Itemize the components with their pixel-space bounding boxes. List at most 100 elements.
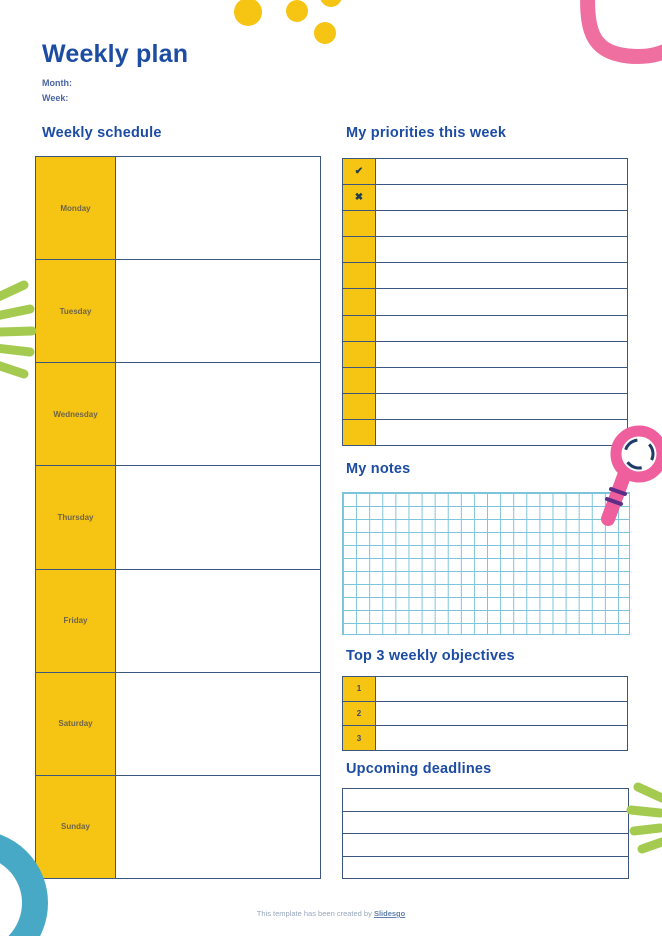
table-row bbox=[343, 341, 627, 368]
table-row bbox=[343, 289, 627, 316]
priority-marker-cell bbox=[343, 341, 376, 367]
priority-marker-cell bbox=[343, 211, 376, 237]
entry-cell bbox=[376, 420, 627, 445]
priority-marker-cell bbox=[343, 367, 376, 393]
day-cell: Monday bbox=[36, 157, 116, 260]
priorities-heading: My priorities this week bbox=[346, 125, 507, 141]
objectives-table: 1 2 3 bbox=[342, 676, 628, 751]
entry-cell bbox=[376, 263, 627, 288]
day-label: Monday bbox=[60, 203, 91, 213]
week-label: Week: bbox=[42, 93, 69, 103]
objective-number-cell: 1 bbox=[343, 677, 376, 701]
table-row bbox=[343, 315, 627, 342]
entry-cell bbox=[343, 834, 628, 856]
table-row bbox=[343, 857, 628, 879]
table-row bbox=[343, 393, 627, 420]
day-cell: Thursday bbox=[36, 466, 116, 569]
priority-marker-cell: ✖ bbox=[343, 185, 376, 211]
table-row: Friday bbox=[36, 569, 320, 673]
objective-number-cell: 2 bbox=[343, 701, 376, 726]
table-row bbox=[343, 789, 628, 812]
green-burst-left-decoration bbox=[0, 280, 37, 379]
notes-grid-paper bbox=[342, 492, 630, 635]
table-row: Wednesday bbox=[36, 363, 320, 467]
green-burst-right-decoration bbox=[626, 782, 662, 854]
objective-number: 1 bbox=[356, 684, 362, 694]
table-row: ✔ bbox=[343, 159, 627, 186]
table-row: Tuesday bbox=[36, 260, 320, 364]
deadlines-heading: Upcoming deadlines bbox=[346, 761, 492, 777]
entry-cell bbox=[116, 570, 320, 672]
teal-ring-decoration bbox=[0, 834, 48, 936]
priority-marker-cell bbox=[343, 289, 376, 315]
day-label: Sunday bbox=[61, 822, 90, 832]
objectives-heading: Top 3 weekly objectives bbox=[346, 648, 515, 664]
priorities-table: ✔ ✖ bbox=[342, 158, 628, 446]
entry-cell bbox=[376, 726, 627, 750]
priority-marker-cell bbox=[343, 419, 376, 446]
table-row: 3 bbox=[343, 726, 627, 751]
day-label: Thursday bbox=[57, 512, 94, 522]
entry-cell bbox=[376, 394, 627, 419]
table-row: Saturday bbox=[36, 672, 320, 776]
table-row: Monday bbox=[36, 157, 320, 261]
objective-number: 3 bbox=[356, 733, 362, 743]
entry-cell bbox=[116, 466, 320, 568]
objective-number: 2 bbox=[356, 709, 362, 718]
page-title: Weekly plan bbox=[42, 40, 189, 68]
slidesgo-link[interactable]: Slidesgo bbox=[373, 909, 406, 918]
table-row: ✖ bbox=[343, 185, 627, 212]
day-label: Tuesday bbox=[59, 306, 92, 316]
footer-credit: This template has been created by Slides… bbox=[0, 909, 662, 918]
entry-cell bbox=[343, 812, 628, 834]
entry-cell bbox=[343, 857, 628, 879]
table-row bbox=[343, 419, 627, 446]
notes-heading: My notes bbox=[346, 461, 411, 477]
day-cell: Friday bbox=[36, 569, 116, 672]
entry-cell bbox=[376, 159, 627, 184]
entry-cell bbox=[116, 260, 320, 362]
cross-icon: ✖ bbox=[354, 191, 364, 203]
entry-cell bbox=[116, 673, 320, 775]
table-row: Sunday bbox=[36, 775, 320, 878]
table-row bbox=[343, 367, 627, 394]
check-icon: ✔ bbox=[354, 165, 364, 177]
priority-marker-cell bbox=[343, 393, 376, 419]
deadlines-table bbox=[342, 788, 629, 879]
yellow-dots-decoration bbox=[234, 0, 342, 44]
day-cell: Tuesday bbox=[36, 260, 116, 363]
day-label: Friday bbox=[63, 616, 88, 626]
table-row: 2 bbox=[343, 701, 627, 727]
priority-marker-cell bbox=[343, 263, 376, 289]
table-row: 1 bbox=[343, 677, 627, 702]
table-row bbox=[343, 263, 627, 290]
entry-cell bbox=[376, 289, 627, 314]
entry-cell bbox=[116, 776, 320, 878]
day-label: Saturday bbox=[58, 719, 93, 729]
weekly-schedule-heading: Weekly schedule bbox=[42, 125, 162, 141]
entry-cell bbox=[116, 157, 320, 259]
entry-cell bbox=[376, 677, 627, 701]
table-row bbox=[343, 237, 627, 264]
entry-cell bbox=[376, 702, 627, 726]
priority-marker-cell bbox=[343, 237, 376, 263]
entry-cell bbox=[376, 211, 627, 236]
entry-cell bbox=[376, 368, 627, 393]
month-label: Month: bbox=[42, 78, 72, 88]
entry-cell bbox=[376, 237, 627, 262]
day-label: Wednesday bbox=[53, 409, 98, 419]
priority-marker-cell: ✔ bbox=[343, 159, 376, 185]
priority-marker-cell bbox=[343, 315, 376, 341]
objective-number-cell: 3 bbox=[343, 726, 376, 751]
day-cell: Saturday bbox=[36, 672, 116, 775]
entry-cell bbox=[116, 363, 320, 465]
table-row bbox=[343, 812, 628, 834]
table-row bbox=[343, 211, 627, 238]
day-cell: Wednesday bbox=[36, 363, 116, 466]
pink-ring-decoration bbox=[580, 0, 662, 64]
footer-credit-text: This template has been created by bbox=[256, 909, 374, 918]
entry-cell bbox=[376, 316, 627, 341]
table-row: Thursday bbox=[36, 466, 320, 570]
entry-cell bbox=[376, 185, 627, 210]
